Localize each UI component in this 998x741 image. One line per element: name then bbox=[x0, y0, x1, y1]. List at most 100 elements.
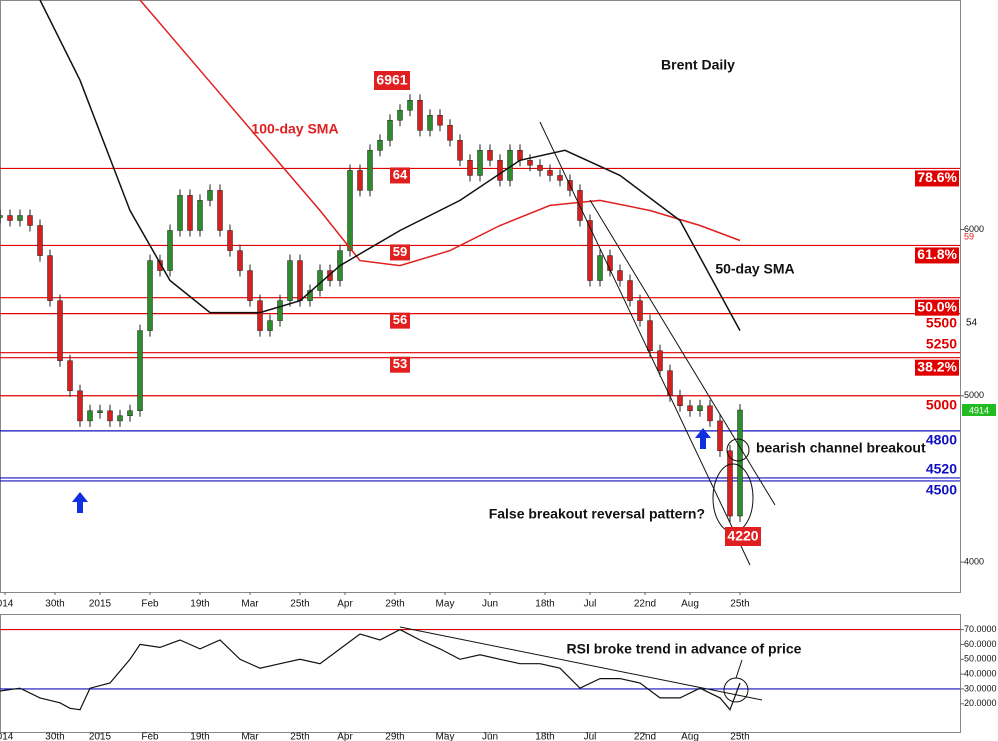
x-tick-label: 22nd bbox=[634, 732, 656, 741]
sma-line bbox=[139, 0, 741, 267]
candle bbox=[147, 260, 153, 331]
candle bbox=[497, 160, 503, 181]
y-tick-label: 4000 bbox=[964, 556, 984, 566]
candle bbox=[347, 170, 353, 251]
candle bbox=[227, 230, 233, 251]
candle bbox=[97, 410, 103, 413]
y-tick-label: 40.0000 bbox=[964, 668, 997, 678]
x-tick-label: 18th bbox=[535, 732, 554, 741]
level-tag: 59 bbox=[393, 244, 407, 259]
level-label: 4520 bbox=[926, 461, 957, 477]
sma-line bbox=[39, 0, 741, 331]
candle bbox=[137, 330, 143, 411]
y-tick-label: 60.0000 bbox=[964, 639, 997, 649]
x-tick-label: Feb bbox=[141, 599, 159, 610]
annotation: RSI broke trend in advance of price bbox=[567, 641, 802, 657]
x-tick-label: 22nd bbox=[634, 599, 656, 610]
x-tick-label: Jun bbox=[482, 732, 498, 741]
sma-label: 100-day SMA bbox=[251, 121, 338, 137]
annotation: False breakout reversal pattern? bbox=[489, 506, 705, 522]
channel-line bbox=[589, 199, 776, 506]
level-tag: 53 bbox=[393, 356, 407, 371]
x-tick-label: 30th bbox=[45, 599, 64, 610]
price-panel bbox=[0, 0, 961, 593]
sma-label: 50-day SMA bbox=[715, 261, 794, 277]
candle bbox=[187, 195, 193, 231]
candle bbox=[7, 215, 13, 221]
candle bbox=[477, 150, 483, 176]
candle bbox=[657, 350, 663, 371]
candle bbox=[207, 190, 213, 201]
level-tag-box bbox=[390, 312, 410, 329]
candle bbox=[737, 409, 743, 517]
candle bbox=[307, 290, 313, 301]
x-tick-label: May bbox=[436, 599, 455, 610]
pointer bbox=[735, 659, 743, 679]
candle bbox=[157, 260, 163, 271]
candle bbox=[647, 320, 653, 351]
arrow bbox=[72, 492, 88, 513]
level-tag-box bbox=[390, 244, 410, 261]
candle bbox=[167, 230, 173, 271]
x-tick-label: 2015 bbox=[89, 599, 112, 610]
rsi-line bbox=[0, 628, 741, 711]
candle bbox=[177, 195, 183, 231]
level-label: 38.2% bbox=[917, 358, 957, 374]
level-tag: 64 bbox=[393, 167, 408, 182]
candle bbox=[367, 150, 373, 191]
level-tag-box bbox=[390, 356, 410, 373]
level-tag-box bbox=[390, 167, 410, 184]
candle bbox=[727, 450, 733, 517]
candle bbox=[37, 225, 43, 256]
candle bbox=[587, 220, 593, 281]
x-tick-label: Aug bbox=[681, 599, 699, 610]
candle bbox=[617, 270, 623, 281]
y-tick-label: 70.0000 bbox=[964, 624, 997, 634]
x-tick-label: 19th bbox=[190, 599, 209, 610]
x-tick-label: May bbox=[436, 732, 455, 741]
level-tag: 56 bbox=[393, 312, 407, 327]
candle bbox=[607, 255, 613, 271]
candle bbox=[87, 410, 93, 422]
x-tick-label: 18th bbox=[535, 599, 554, 610]
candle bbox=[317, 270, 323, 291]
candle bbox=[387, 119, 393, 141]
candle bbox=[217, 190, 223, 231]
level-label: 50.0% bbox=[917, 298, 957, 314]
arrow bbox=[695, 428, 711, 449]
level-label: 78.6% bbox=[917, 169, 957, 185]
circle bbox=[712, 463, 754, 533]
candle bbox=[397, 110, 403, 121]
candle bbox=[437, 114, 443, 126]
candle bbox=[377, 140, 383, 151]
high-label: 6961 bbox=[376, 72, 407, 88]
candle bbox=[637, 300, 643, 321]
candle bbox=[517, 150, 523, 161]
level-label: 5500 bbox=[926, 314, 957, 330]
x-tick-label: Mar bbox=[241, 599, 259, 610]
candle bbox=[117, 415, 123, 422]
candle bbox=[527, 160, 533, 166]
last-price: 4914 bbox=[969, 405, 989, 415]
candle bbox=[707, 405, 713, 422]
candle bbox=[537, 165, 543, 171]
candle bbox=[17, 215, 23, 221]
candle bbox=[297, 260, 303, 301]
y-tick-label: 20.0000 bbox=[964, 698, 997, 708]
level-label: 4500 bbox=[926, 482, 957, 498]
level-label: 5250 bbox=[926, 335, 957, 351]
candle bbox=[77, 390, 83, 422]
chart-title: Brent Daily bbox=[661, 57, 735, 73]
candle bbox=[57, 300, 63, 361]
annotation: bearish channel breakout bbox=[756, 440, 926, 456]
level-box bbox=[915, 247, 959, 264]
candle bbox=[457, 140, 463, 161]
x-tick-label: 29th bbox=[385, 732, 404, 741]
candle bbox=[467, 160, 473, 176]
x-tick-label: 2015 bbox=[89, 732, 112, 741]
circle bbox=[723, 677, 749, 703]
candle bbox=[407, 100, 413, 111]
candle bbox=[277, 300, 283, 321]
level-label: 61.8% bbox=[917, 246, 957, 262]
candle bbox=[427, 114, 433, 131]
